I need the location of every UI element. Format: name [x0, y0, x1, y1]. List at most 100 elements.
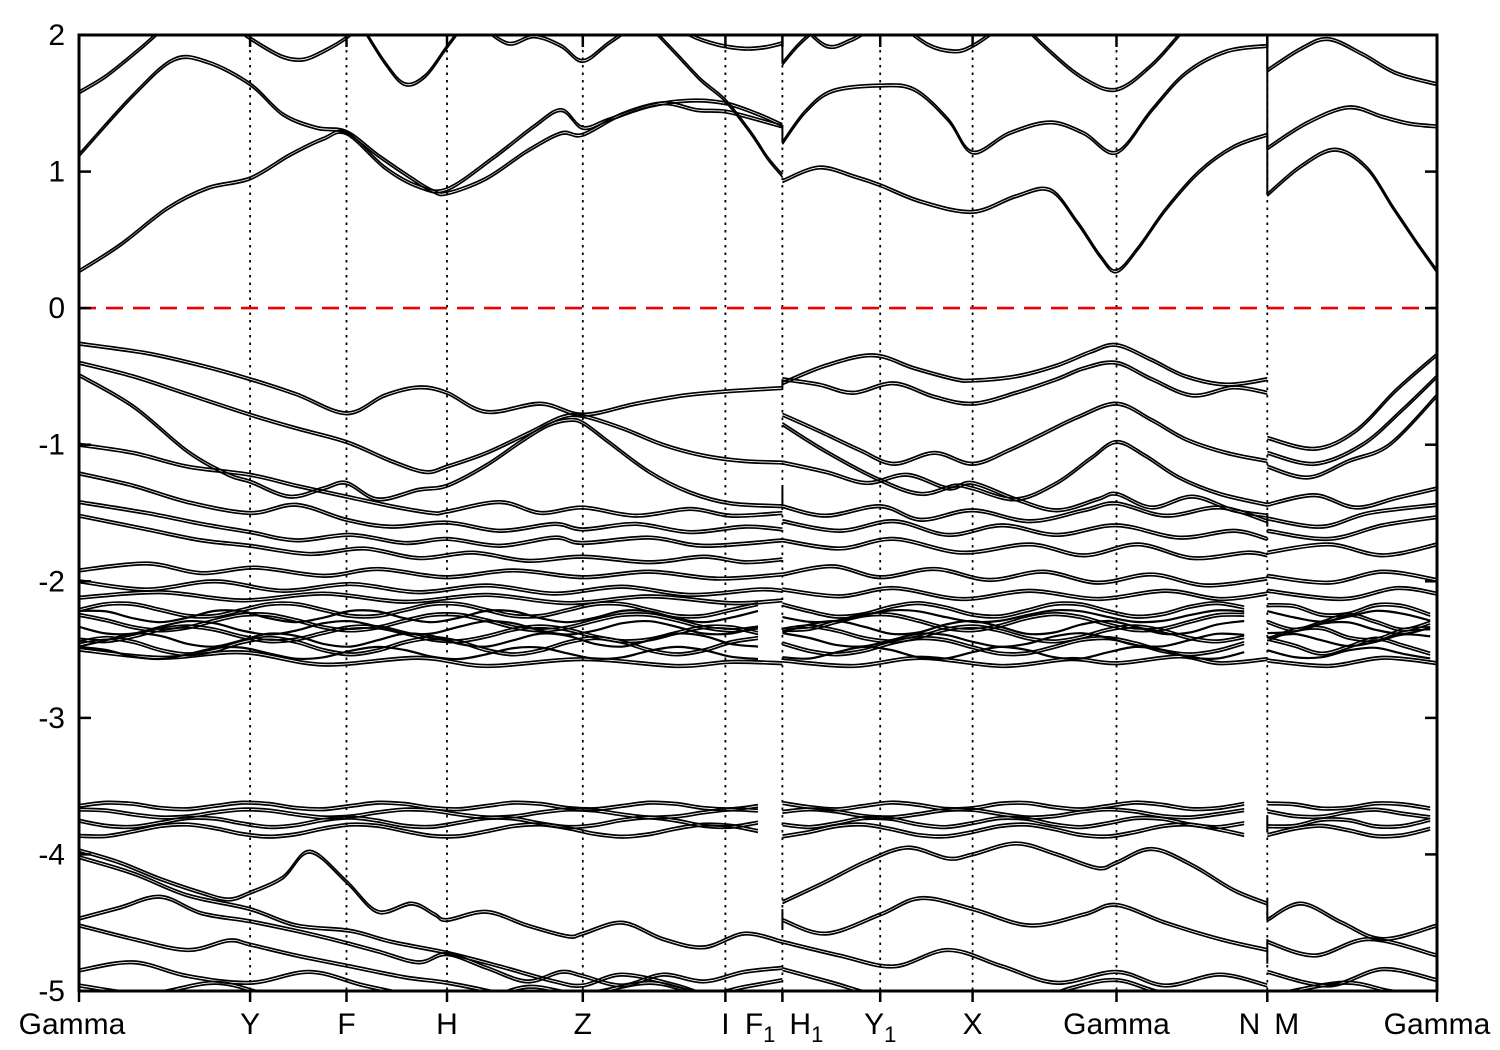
band-curve [782, 895, 1268, 950]
band-curve [241, 35, 353, 63]
band-curve [1267, 514, 1437, 539]
band-curve [782, 503, 1268, 524]
band-curve [1267, 646, 1431, 660]
band-curve [79, 848, 783, 947]
band-curve [79, 57, 783, 197]
band-curve [245, 35, 350, 60]
band-curve [782, 841, 1268, 904]
band-curve [79, 609, 759, 624]
band-curve [1267, 628, 1431, 643]
band-curve [782, 645, 1245, 660]
x-tick-label: Y [240, 1008, 260, 1041]
plot-border [77, 33, 1439, 993]
band-curve [655, 35, 784, 178]
band-curve [782, 501, 1268, 521]
band-curve [782, 566, 1268, 588]
x-tick-label: Gamma [19, 1008, 126, 1041]
band-curve [782, 803, 1245, 812]
band-curve [690, 35, 783, 49]
band-curve [1267, 569, 1437, 583]
band-curve [1267, 826, 1431, 839]
band-curve [781, 422, 1268, 505]
band-curve [79, 513, 783, 562]
band-curve [782, 818, 1245, 830]
band-curve [782, 132, 1268, 271]
y-tick-label: 2 [48, 19, 65, 52]
band-curve [1032, 35, 1180, 90]
x-tick-label: Z [574, 1008, 592, 1041]
band-curve [365, 35, 458, 87]
band-curve [1266, 904, 1437, 942]
band-curve [1267, 486, 1437, 508]
y-tick-label: -1 [38, 429, 65, 462]
band-curve [79, 373, 783, 506]
band-curve [79, 650, 783, 669]
band-curve [782, 401, 1268, 464]
band-curve [1267, 939, 1437, 958]
band-curve [79, 632, 759, 648]
band-curve [811, 35, 861, 47]
band-curve [79, 360, 783, 472]
y-tick-label: -2 [38, 565, 65, 598]
band-curve [79, 563, 783, 581]
band-curve [658, 35, 784, 175]
band-curve [1267, 542, 1437, 555]
band-curve [782, 942, 1268, 988]
band-curve [79, 800, 759, 809]
band-curve [913, 35, 989, 51]
band-curve [79, 818, 759, 830]
bands-layer [79, 35, 1437, 991]
x-tick-label: F1 [745, 1008, 776, 1047]
band-curve [1267, 639, 1431, 656]
band-curve [782, 611, 1245, 630]
band-curve [809, 35, 865, 50]
band-curve [79, 579, 783, 595]
band-curve [79, 962, 783, 991]
y-tick-label: 1 [48, 156, 65, 189]
band-curve [79, 363, 783, 475]
band-curve [79, 897, 783, 988]
band-curve [1266, 107, 1437, 151]
band-curve [1267, 658, 1437, 669]
band-curve [1267, 817, 1431, 827]
band-curve [493, 35, 621, 61]
band-curve [782, 404, 1268, 466]
band-curve [1267, 355, 1437, 451]
band-curve [782, 800, 1245, 809]
band-curve [1267, 636, 1431, 654]
band-curve [79, 561, 783, 579]
x-tick-label: N [1239, 1008, 1261, 1041]
band-curve [782, 362, 1268, 406]
band-curve [782, 462, 1268, 518]
band-curve [782, 624, 1245, 641]
band-curve [782, 638, 1245, 657]
band-curve [367, 35, 456, 85]
band-curve [79, 850, 783, 950]
band-curve [79, 35, 159, 95]
band-curve [79, 807, 759, 818]
band-curve [1267, 602, 1431, 616]
band-curve [79, 803, 759, 812]
band-curve [79, 581, 783, 598]
band-curve [782, 626, 1245, 644]
x-tick-label: X [963, 1008, 983, 1041]
band-curve [782, 521, 1268, 542]
band-curve [1267, 393, 1437, 478]
x-tick-label: Y1 [864, 1008, 896, 1047]
band-curve [1267, 352, 1437, 449]
y-tick-label: -5 [38, 975, 65, 1008]
band-curve [1266, 39, 1437, 87]
y-tick-label: -4 [38, 838, 65, 871]
y-tick-label: 0 [48, 292, 65, 325]
band-curve [1267, 374, 1437, 464]
y-tick-label: -3 [38, 702, 65, 735]
band-curve [79, 98, 783, 271]
band-curve [782, 135, 1268, 274]
band-curve [79, 980, 261, 991]
band-curve [489, 35, 624, 64]
band-curve [782, 843, 1268, 906]
band-curve [79, 855, 700, 991]
band-curve [782, 345, 1268, 387]
